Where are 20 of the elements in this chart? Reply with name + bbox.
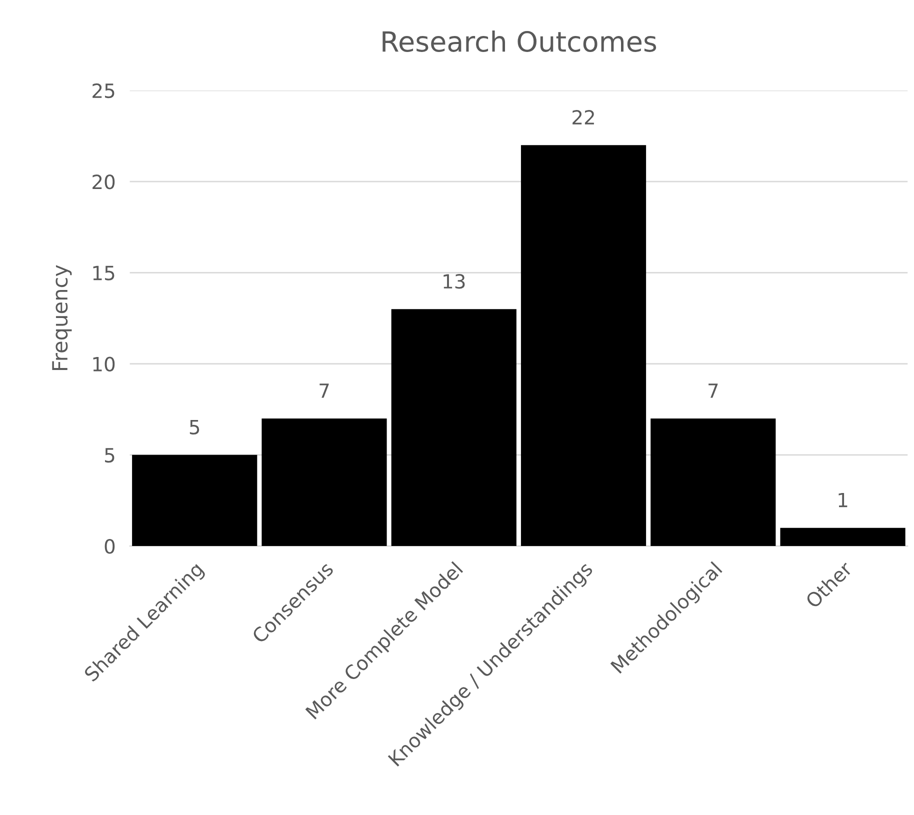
bar [650, 418, 776, 546]
data-label: 7 [708, 384, 718, 398]
data-label: 5 [190, 420, 200, 434]
bar [520, 145, 646, 546]
y-tick-label: 20 [92, 174, 115, 190]
bar [391, 309, 516, 546]
bar [262, 418, 387, 546]
y-tick-label: 25 [92, 83, 114, 98]
bar [132, 454, 258, 546]
data-label: 7 [320, 384, 329, 398]
y-tick-label: 10 [93, 356, 115, 372]
bar [780, 528, 906, 546]
chart-title: Research Outcomes [382, 30, 656, 52]
y-tick-label: 0 [104, 539, 115, 554]
data-label: 13 [444, 274, 465, 289]
data-label: 22 [572, 110, 594, 124]
y-tick-label: 15 [93, 266, 114, 280]
y-axis-title: Frequency [52, 265, 72, 370]
data-label: 1 [838, 492, 848, 508]
y-tick-label: 5 [105, 448, 114, 463]
